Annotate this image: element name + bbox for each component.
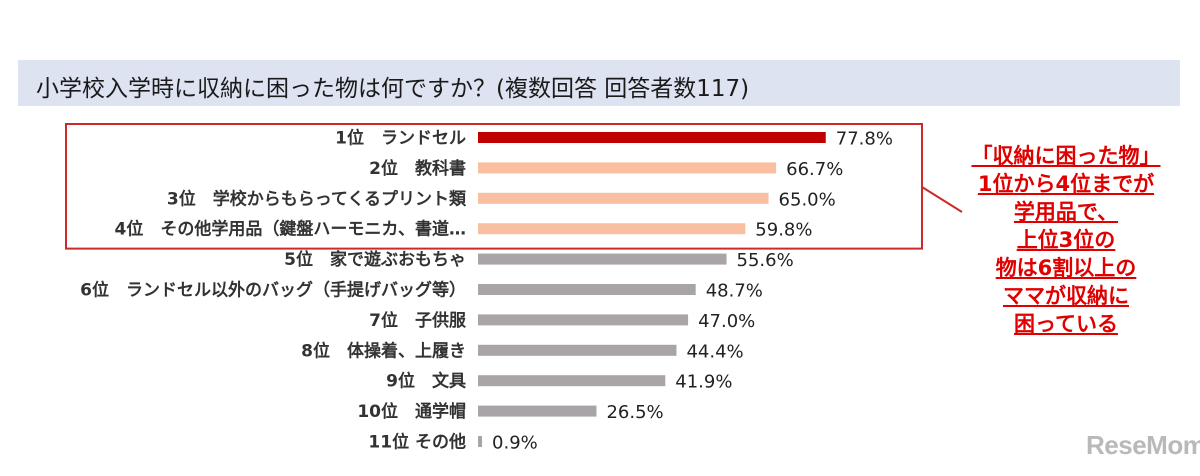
annotation-line-1: 「収納に困った物」 bbox=[971, 144, 1161, 168]
data-label: 59.8% bbox=[755, 220, 812, 241]
category-label: 10位 通学帽 bbox=[357, 401, 466, 422]
data-label: 77.8% bbox=[836, 129, 893, 150]
category-label: 6位 ランドセル以外のバッグ（手提げバッグ等） bbox=[80, 280, 466, 301]
data-label: 26.5% bbox=[606, 402, 663, 423]
bar bbox=[478, 253, 727, 265]
bar bbox=[478, 436, 483, 447]
annotation-line-2: 1位から4位までが bbox=[977, 172, 1155, 196]
highlight-box bbox=[65, 123, 923, 250]
data-label: 66.7% bbox=[786, 159, 843, 180]
bar bbox=[478, 375, 666, 387]
bar bbox=[478, 192, 769, 204]
annotation-line-6: ママが収納に bbox=[1003, 284, 1129, 308]
annotation-line-4: 上位3位の bbox=[1016, 228, 1116, 252]
bar bbox=[478, 284, 696, 295]
callout-connector bbox=[921, 186, 963, 213]
data-label: 47.0% bbox=[698, 311, 755, 332]
data-label: 0.9% bbox=[492, 433, 538, 454]
data-label: 65.0% bbox=[779, 189, 836, 210]
chart-title-bar: 小学校入学時に収納に困った物は何ですか？(複数回答 回答者数117) bbox=[18, 60, 1180, 106]
bar bbox=[478, 223, 746, 235]
bar bbox=[478, 132, 826, 143]
category-label: 9位 文具 bbox=[386, 371, 466, 392]
data-label: 55.6% bbox=[737, 250, 794, 271]
bar bbox=[478, 314, 689, 326]
annotation-callout: 「収納に困った物」 1位から4位までが 学用品で、 上位3位の 物は6割以上の … bbox=[948, 142, 1184, 338]
resemom-logo: ReseMom bbox=[1086, 430, 1200, 460]
category-label: 2位 教科書 bbox=[369, 158, 466, 179]
category-label: 1位 ランドセル bbox=[335, 128, 466, 149]
bar bbox=[478, 405, 597, 417]
bar bbox=[478, 162, 777, 174]
data-label: 41.9% bbox=[675, 372, 732, 393]
category-label: 3位 学校からもらってくるプリント類 bbox=[167, 188, 467, 209]
annotation-line-5: 物は6割以上の bbox=[995, 256, 1137, 280]
annotation-line-7: 困っている bbox=[1014, 312, 1118, 336]
data-label: 44.4% bbox=[686, 341, 743, 362]
category-label: 7位 子供服 bbox=[369, 310, 467, 331]
category-label: 5位 家で遊ぶおもちゃ bbox=[284, 249, 466, 270]
data-label: 48.7% bbox=[706, 281, 763, 302]
category-label: 8位 体操着、上履き bbox=[301, 340, 466, 361]
annotation-line-3: 学用品で、 bbox=[1013, 200, 1119, 224]
chart-title: 小学校入学時に収納に困った物は何ですか？(複数回答 回答者数117) bbox=[36, 76, 750, 102]
category-label: 11位 その他 bbox=[368, 432, 466, 453]
bar bbox=[478, 344, 677, 356]
category-label: 4位 その他学用品（鍵盤ハーモニカ、書道… bbox=[115, 219, 467, 240]
